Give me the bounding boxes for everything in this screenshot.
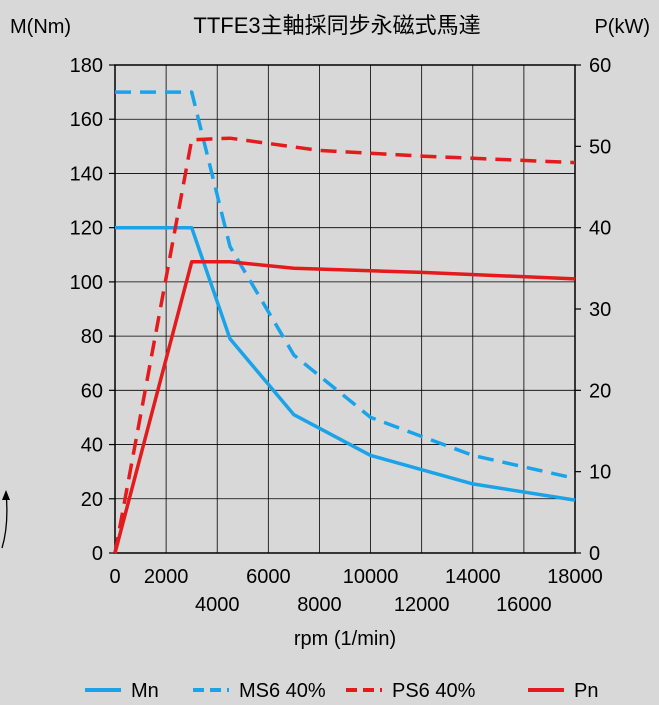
rotation-arrow-icon	[1, 490, 10, 549]
y-left-tick-label: 80	[81, 326, 103, 348]
x-tick-label: 10000	[343, 566, 399, 588]
series-line-ms6-40	[115, 90, 576, 481]
legend-label: MS6 40%	[239, 680, 326, 702]
y-left-tick-label: 20	[81, 489, 103, 511]
series-line-ps6-40	[113, 136, 576, 554]
y-right-tick-label: 10	[589, 462, 611, 484]
legend-label: Pn	[574, 680, 598, 702]
y-right-tick-label: 40	[589, 218, 611, 240]
x-tick-label: 6000	[246, 566, 291, 588]
y-left-tick-label: 0	[92, 543, 103, 565]
y-left-tick-label: 120	[70, 218, 103, 240]
x-axis-label: rpm (1/min)	[294, 628, 396, 650]
y-right-tick-label: 0	[589, 543, 600, 565]
legend-label: PS6 40%	[392, 680, 476, 702]
y-left-tick-label: 40	[81, 435, 103, 457]
chart-title: TTFE3主軸採同步永磁式馬達	[193, 13, 480, 38]
x-tick-label: 2000	[144, 566, 189, 588]
legend-label: Mn	[131, 680, 159, 702]
y-right-tick-label: 20	[589, 380, 611, 402]
y-right-tick-label: 50	[589, 136, 611, 158]
x-tick-label: 16000	[496, 594, 552, 616]
series-line-pn	[113, 260, 576, 554]
y-right-tick-label: 60	[589, 55, 611, 77]
chart-grid	[115, 65, 575, 553]
y-left-tick-label: 140	[70, 163, 103, 185]
x-tick-label: 8000	[297, 594, 342, 616]
y-left-axis-label: M(Nm)	[10, 16, 71, 38]
x-tick-label: 4000	[195, 594, 240, 616]
y-left-tick-label: 160	[70, 109, 103, 131]
series-lines	[113, 90, 576, 554]
y-right-tick-label: 30	[589, 299, 611, 321]
x-tick-label: 12000	[394, 594, 450, 616]
x-tick-label: 14000	[445, 566, 501, 588]
y-left-tick-label: 60	[81, 380, 103, 402]
y-right-axis-label: P(kW)	[594, 16, 650, 38]
y-left-tick-label: 100	[70, 272, 103, 294]
x-tick-label: 18000	[547, 566, 603, 588]
y-left-tick-label: 180	[70, 55, 103, 77]
series-line-mn	[115, 225, 576, 502]
legend: Mn MS6 40% PS6 40% Pn	[85, 680, 598, 702]
x-tick-label: 0	[109, 566, 120, 588]
plot-area-frame	[114, 64, 576, 554]
axis-ticks: 0 200040006000800010000120001400016000180…	[70, 55, 612, 616]
